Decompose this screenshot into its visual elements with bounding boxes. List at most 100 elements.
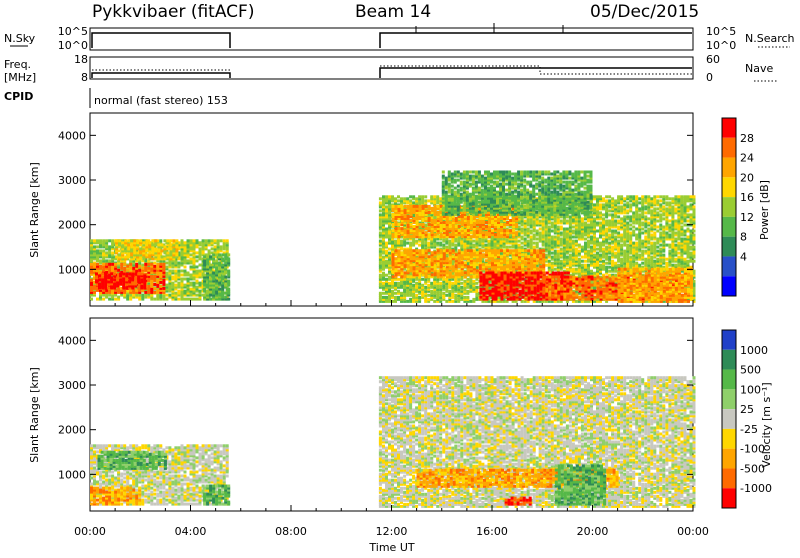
- data-cell: [199, 290, 202, 293]
- data-cell: [587, 240, 590, 243]
- data-cell: [224, 253, 227, 256]
- data-cell: [424, 199, 427, 202]
- data-cell: [415, 294, 418, 297]
- data-cell: [578, 244, 581, 247]
- data-cell: [151, 239, 154, 242]
- data-cell: [128, 272, 131, 275]
- data-cell: [421, 284, 424, 287]
- nsky-label: N.Sky: [4, 32, 36, 45]
- data-cell: [130, 239, 133, 242]
- data-cell: [124, 239, 127, 242]
- data-cell: [391, 290, 394, 293]
- data-cell: [184, 290, 187, 293]
- data-cell: [421, 195, 424, 198]
- data-cell: [108, 245, 111, 248]
- data-cell: [144, 294, 147, 297]
- data-cell: [418, 296, 421, 299]
- data-cell: [95, 287, 98, 290]
- data-cell: [223, 239, 226, 242]
- data-cell: [463, 280, 466, 283]
- data-cell: [454, 294, 457, 297]
- data-cell: [445, 300, 448, 303]
- data-cell: [102, 239, 105, 242]
- data-cell: [209, 294, 212, 297]
- data-cell: [412, 201, 415, 204]
- data-cell: [427, 298, 430, 301]
- data-cell: [394, 296, 397, 299]
- data-cell: [105, 263, 108, 266]
- data-cell: [472, 244, 475, 247]
- freq-unit: [MHz]: [4, 71, 36, 84]
- freq-trace-1: [92, 73, 230, 78]
- data-cell: [397, 195, 400, 198]
- data-cell: [127, 239, 130, 242]
- data-cell: [123, 263, 126, 266]
- data-cell: [143, 274, 146, 277]
- data-cell: [141, 267, 144, 270]
- data-cell: [174, 284, 177, 287]
- data-cell: [99, 249, 102, 252]
- data-cell: [460, 282, 463, 285]
- data-cell: [174, 270, 177, 273]
- data-cell: [433, 195, 436, 198]
- data-cell: [90, 263, 93, 266]
- data-cell: [379, 232, 382, 235]
- data-cell: [125, 287, 128, 290]
- data-cell: [521, 236, 524, 239]
- data-cell: [163, 257, 166, 260]
- data-cell: [165, 272, 168, 275]
- data-cell: [121, 241, 124, 244]
- data-cell: [150, 263, 153, 266]
- data-cell: [545, 264, 548, 267]
- data-cell: [117, 296, 120, 299]
- data-cell: [391, 195, 394, 198]
- data-cell: [563, 215, 566, 218]
- data-cell: [159, 263, 162, 266]
- data-cell: [397, 199, 400, 202]
- data-cell: [199, 247, 202, 250]
- data-cell: [581, 256, 584, 259]
- nave-label: Nave: [745, 62, 773, 75]
- data-cell: [196, 251, 199, 254]
- data-cell: [224, 276, 227, 279]
- data-cell: [116, 276, 119, 279]
- data-cell: [397, 290, 400, 293]
- data-cell: [218, 253, 221, 256]
- data-cell: [125, 278, 128, 281]
- data-cell: [111, 263, 114, 266]
- data-cell: [394, 282, 397, 285]
- data-cell: [190, 266, 193, 269]
- data-cell: [171, 270, 174, 273]
- data-cell: [212, 253, 215, 256]
- data-cell: [133, 239, 136, 242]
- data-cell: [190, 282, 193, 285]
- data-cell: [166, 247, 169, 250]
- data-cell: [193, 298, 196, 301]
- data-cell: [153, 262, 156, 265]
- data-cell: [224, 296, 227, 299]
- data-cell: [196, 255, 199, 258]
- nave-tick-bottom: 0: [706, 71, 713, 84]
- data-cell: [548, 226, 551, 229]
- data-cell: [108, 263, 111, 266]
- data-cell: [113, 272, 116, 275]
- data-cell: [166, 239, 169, 242]
- data-cell: [551, 236, 554, 239]
- data-cell: [581, 260, 584, 263]
- freq-label: Freq.: [4, 58, 31, 71]
- data-cell: [138, 265, 141, 268]
- data-cell: [134, 276, 137, 279]
- data-cell: [159, 294, 162, 297]
- data-cell: [572, 230, 575, 233]
- data-cell: [227, 270, 230, 273]
- data-cell: [551, 262, 554, 265]
- data-cell: [151, 243, 154, 246]
- data-cell: [101, 278, 104, 281]
- data-cell: [472, 280, 475, 283]
- data-cell: [105, 259, 108, 262]
- data-cell: [111, 239, 114, 242]
- freq-trace-2: [380, 68, 692, 78]
- data-cell: [196, 259, 199, 262]
- nsky-trace-1: [92, 33, 230, 48]
- data-cell: [117, 269, 120, 272]
